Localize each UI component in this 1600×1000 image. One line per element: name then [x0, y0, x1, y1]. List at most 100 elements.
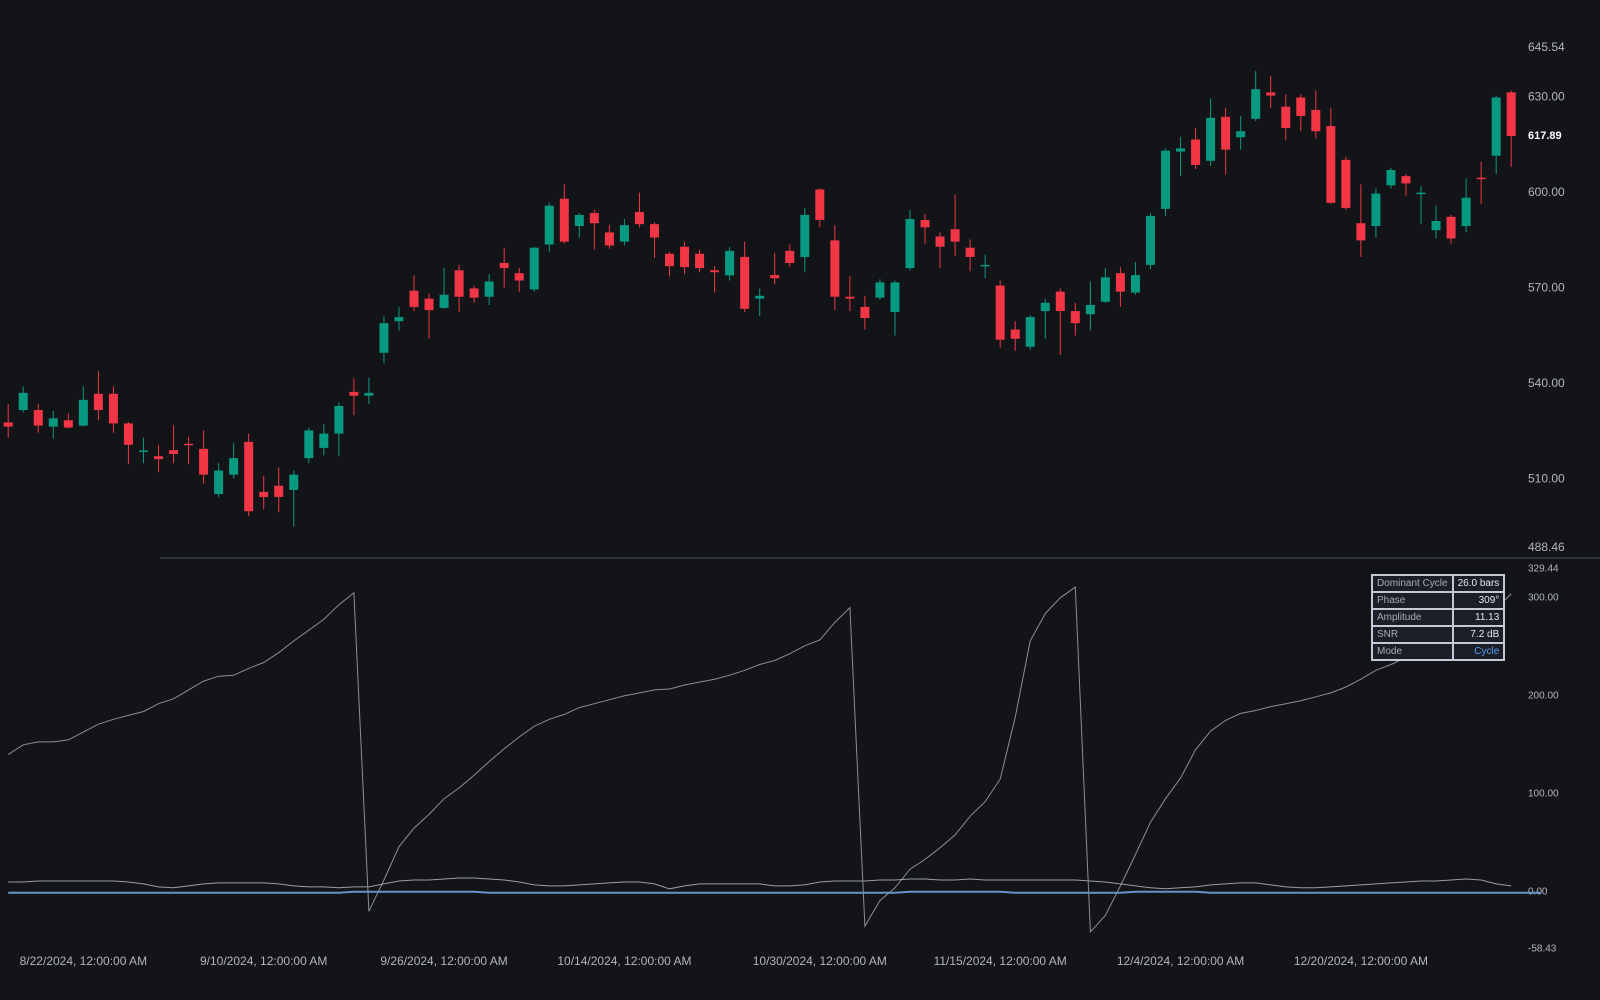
- candle-body: [785, 250, 795, 263]
- candle-body: [544, 205, 554, 245]
- candle-body: [1145, 215, 1155, 265]
- table-cell: Amplitude: [1371, 608, 1454, 627]
- x-tick-label: 11/15/2024, 12:00:00 AM: [934, 954, 1067, 968]
- candle-body: [1070, 311, 1080, 324]
- candle-body: [469, 288, 479, 298]
- table-cell: Phase: [1371, 591, 1454, 610]
- candle-body: [830, 240, 840, 297]
- candle-body: [274, 485, 284, 497]
- x-tick-label: 12/20/2024, 12:00:00 AM: [1294, 954, 1428, 968]
- candle-body: [424, 298, 434, 311]
- candle-body: [454, 270, 464, 297]
- x-tick-label: 12/4/2024, 12:00:00 AM: [1117, 954, 1244, 968]
- table-cell: SNR: [1371, 625, 1454, 644]
- candle-body: [1296, 97, 1306, 116]
- candle-body: [935, 236, 945, 247]
- candle-body: [63, 420, 73, 428]
- candle-body: [18, 392, 28, 411]
- candle-body: [214, 470, 224, 495]
- indicator-line: [8, 890, 1542, 894]
- candle-body: [619, 225, 629, 242]
- candle-body: [33, 410, 43, 426]
- candle-body: [1010, 329, 1020, 339]
- y-tick-label: 510.00: [1528, 472, 1565, 486]
- y-tick-label: 630.00: [1528, 90, 1565, 104]
- candle-body: [3, 422, 13, 427]
- x-tick-label: 9/26/2024, 12:00:00 AM: [380, 954, 507, 968]
- candle-body: [860, 306, 870, 319]
- table-cell: 7.2 dB: [1451, 625, 1506, 644]
- candle-body: [78, 399, 88, 426]
- candle-body: [845, 296, 855, 299]
- x-tick-label: 10/14/2024, 12:00:00 AM: [557, 954, 691, 968]
- candle-body: [1040, 302, 1050, 312]
- candle-body: [965, 247, 975, 257]
- y-tick-label: 329.44: [1528, 564, 1559, 575]
- candle-body: [755, 295, 765, 299]
- candle-body: [1266, 92, 1276, 96]
- candle-body: [574, 214, 584, 227]
- candle-body: [1341, 159, 1351, 208]
- candle-body: [334, 405, 344, 434]
- table-cell: 309°: [1451, 591, 1506, 610]
- candle-body: [1491, 97, 1501, 156]
- candle-body: [710, 270, 720, 273]
- candle-body: [1401, 176, 1411, 184]
- candle-body: [725, 250, 735, 276]
- candle-body: [439, 294, 449, 308]
- candle-body: [1326, 126, 1336, 203]
- candle-body: [1100, 277, 1110, 302]
- candle-body: [1281, 106, 1291, 129]
- candle-body: [559, 198, 569, 242]
- candle-body: [589, 213, 599, 224]
- y-tick-label: 200.00: [1528, 690, 1559, 701]
- info-table: Dominant Cycle 26.0 bars Phase 309° Amplit…: [1371, 574, 1506, 661]
- candle-body: [499, 262, 509, 269]
- candle-body: [1085, 305, 1095, 315]
- x-tick-label: 8/22/2024, 12:00:00 AM: [20, 954, 147, 968]
- candle-body: [244, 441, 254, 512]
- candle-body: [484, 281, 494, 297]
- indicator-line: [7, 586, 1512, 934]
- candle-body: [1221, 116, 1231, 150]
- candle-body: [379, 323, 389, 353]
- table-row: Amplitude 11.13: [1371, 608, 1506, 627]
- candle-body: [905, 219, 915, 269]
- table-row: Mode Cycle: [1371, 642, 1506, 661]
- last-price-label: 617.89: [1528, 130, 1562, 142]
- candle-body: [770, 275, 780, 279]
- candle-body: [1055, 291, 1065, 312]
- table-cell: Mode: [1371, 642, 1454, 661]
- table-cell: Cycle: [1451, 642, 1506, 661]
- candle-body: [1311, 109, 1321, 132]
- candle-body: [529, 247, 539, 290]
- candle-body: [1206, 117, 1216, 161]
- candle-body: [154, 456, 163, 460]
- candle-body: [1191, 139, 1201, 165]
- candle-body: [950, 229, 960, 242]
- candle-body: [875, 282, 885, 298]
- candle-body: [1431, 220, 1441, 231]
- candle-body: [680, 246, 690, 268]
- candle-body: [364, 392, 374, 396]
- candle-body: [1446, 216, 1456, 239]
- y-tick-label: 100.00: [1528, 788, 1559, 799]
- candle-body: [740, 256, 750, 309]
- candle-body: [890, 282, 900, 313]
- candle-body: [184, 443, 194, 446]
- candle-body: [394, 317, 404, 322]
- table-row: Dominant Cycle 26.0 bars: [1371, 574, 1506, 593]
- indicator-line: [8, 877, 1512, 890]
- y-tick-label: 300.00: [1528, 592, 1559, 603]
- candle-body: [1371, 193, 1381, 227]
- y-tick-label: 540.00: [1528, 376, 1565, 390]
- candle-body: [649, 224, 659, 238]
- candle-body: [604, 232, 614, 246]
- candle-body: [634, 212, 644, 225]
- candle-body: [514, 273, 524, 281]
- candle-body: [259, 491, 269, 497]
- candle-body: [48, 418, 58, 427]
- table-row: SNR 7.2 dB: [1371, 625, 1506, 644]
